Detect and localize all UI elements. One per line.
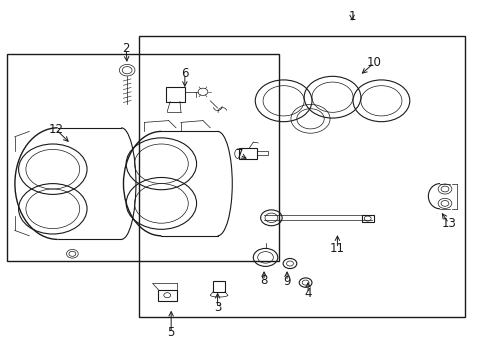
Text: 1: 1 bbox=[347, 10, 355, 23]
Bar bbox=[7, 54, 278, 261]
Bar bbox=[166, 87, 184, 102]
Text: 12: 12 bbox=[49, 123, 63, 136]
Bar bbox=[238, 148, 257, 159]
Text: 6: 6 bbox=[181, 67, 188, 80]
Text: 9: 9 bbox=[283, 275, 290, 288]
Text: 4: 4 bbox=[304, 287, 311, 300]
Bar bbox=[361, 215, 373, 222]
Text: 2: 2 bbox=[122, 42, 130, 55]
Text: 5: 5 bbox=[167, 327, 175, 339]
Text: 11: 11 bbox=[329, 242, 344, 255]
Bar bbox=[139, 36, 464, 317]
Bar bbox=[257, 151, 267, 155]
Text: 13: 13 bbox=[441, 217, 455, 230]
Text: 7: 7 bbox=[235, 148, 243, 161]
Text: 10: 10 bbox=[366, 57, 381, 69]
Text: 3: 3 bbox=[213, 301, 221, 314]
Bar bbox=[213, 281, 224, 292]
Text: 8: 8 bbox=[260, 274, 267, 287]
Bar bbox=[158, 290, 177, 301]
